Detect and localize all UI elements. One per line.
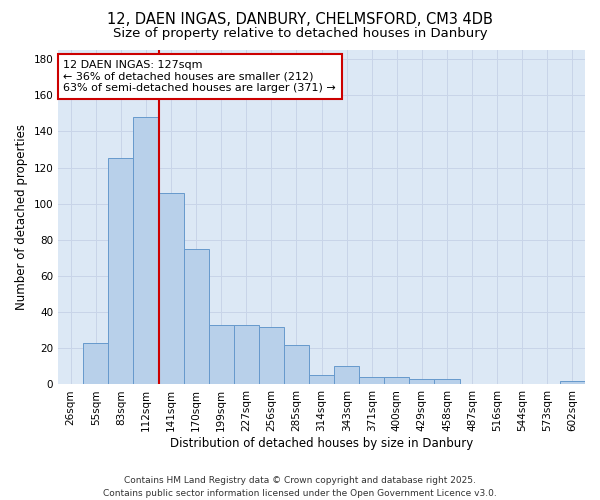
Bar	[83, 343, 109, 384]
Bar	[209, 325, 234, 384]
Text: Contains HM Land Registry data © Crown copyright and database right 2025.
Contai: Contains HM Land Registry data © Crown c…	[103, 476, 497, 498]
Bar	[234, 325, 259, 384]
Bar	[385, 377, 409, 384]
Bar	[309, 376, 334, 384]
Bar	[409, 379, 434, 384]
Bar	[334, 366, 359, 384]
Text: 12, DAEN INGAS, DANBURY, CHELMSFORD, CM3 4DB: 12, DAEN INGAS, DANBURY, CHELMSFORD, CM3…	[107, 12, 493, 28]
Bar	[284, 344, 309, 385]
Bar	[560, 381, 585, 384]
Bar	[359, 377, 385, 384]
Bar	[259, 326, 284, 384]
Bar	[434, 379, 460, 384]
Bar	[184, 249, 209, 384]
Bar	[158, 193, 184, 384]
Y-axis label: Number of detached properties: Number of detached properties	[15, 124, 28, 310]
Bar	[109, 158, 133, 384]
X-axis label: Distribution of detached houses by size in Danbury: Distribution of detached houses by size …	[170, 437, 473, 450]
Bar	[133, 117, 158, 384]
Text: 12 DAEN INGAS: 127sqm
← 36% of detached houses are smaller (212)
63% of semi-det: 12 DAEN INGAS: 127sqm ← 36% of detached …	[64, 60, 336, 93]
Text: Size of property relative to detached houses in Danbury: Size of property relative to detached ho…	[113, 28, 487, 40]
